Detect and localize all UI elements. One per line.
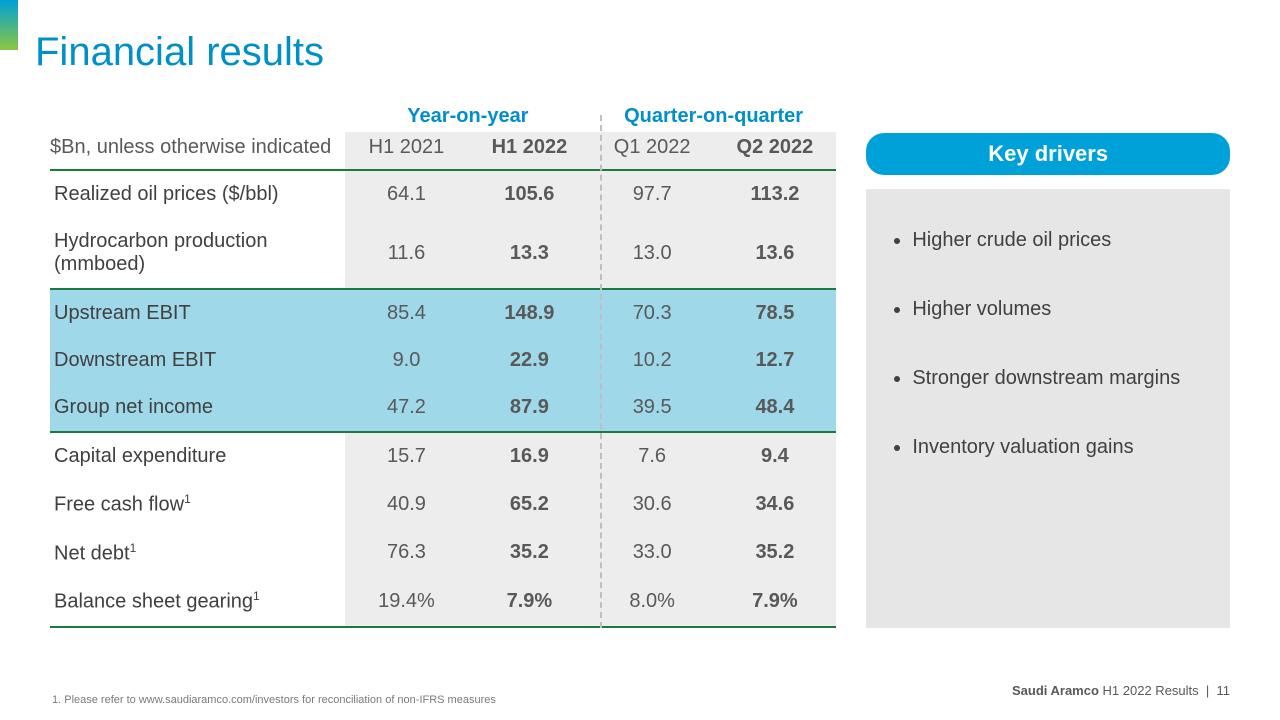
cell-value: 87.9 [468,384,591,432]
footer-period: H1 2022 Results [1103,683,1199,698]
group-header-yoy: Year-on-year [345,105,591,132]
cell-value: 15.7 [345,432,468,480]
cell-value: 47.2 [345,384,468,432]
cell-value: 35.2 [468,529,591,578]
key-driver-item: Stronger downstream margins [912,367,1206,390]
row-label: Free cash flow1 [50,480,345,529]
cell-value: 13.0 [591,218,714,289]
cell-value: 16.9 [468,432,591,480]
cell-value: 13.3 [468,218,591,289]
row-label: Capital expenditure [50,432,345,480]
cell-value: 65.2 [468,480,591,529]
footer-page: 11 [1217,683,1231,698]
table-subtitle: $Bn, unless otherwise indicated [50,132,345,170]
cell-value: 10.2 [591,337,714,384]
cell-value: 11.6 [345,218,468,289]
key-drivers-body: Higher crude oil prices Higher volumes Str… [866,189,1230,628]
cell-value: 13.6 [714,218,837,289]
brand-corner [0,0,18,50]
cell-value: 19.4% [345,577,468,627]
table-row: Downstream EBIT9.022.910.212.7 [50,337,836,384]
cell-value: 12.7 [714,337,837,384]
financial-table-container: Year-on-year Quarter-on-quarter $Bn, unl… [50,105,836,628]
table-row: Capital expenditure15.716.97.69.4 [50,432,836,480]
cell-value: 7.9% [468,577,591,627]
row-label: Realized oil prices ($/bbl) [50,170,345,218]
cell-value: 148.9 [468,289,591,337]
key-drivers-title: Key drivers [866,133,1230,175]
cell-value: 76.3 [345,529,468,578]
table-row: Hydrocarbon production (mmboed)11.613.31… [50,218,836,289]
cell-value: 8.0% [591,577,714,627]
cell-value: 34.6 [714,480,837,529]
row-label: Downstream EBIT [50,337,345,384]
row-label: Hydrocarbon production (mmboed) [50,218,345,289]
cell-value: 64.1 [345,170,468,218]
page-title: Financial results [35,30,1230,75]
cell-value: 30.6 [591,480,714,529]
table-row: Balance sheet gearing119.4%7.9%8.0%7.9% [50,577,836,627]
key-driver-item: Higher volumes [912,298,1206,321]
cell-value: 85.4 [345,289,468,337]
cell-value: 78.5 [714,289,837,337]
col-q2-2022: Q2 2022 [714,132,837,170]
cell-value: 97.7 [591,170,714,218]
col-q1-2022: Q1 2022 [591,132,714,170]
cell-value: 33.0 [591,529,714,578]
row-label: Group net income [50,384,345,432]
cell-value: 113.2 [714,170,837,218]
cell-value: 48.4 [714,384,837,432]
cell-value: 9.0 [345,337,468,384]
footnote: 1. Please refer to www.saudiaramco.com/i… [52,694,496,706]
group-header-qoq: Quarter-on-quarter [591,105,837,132]
cell-value: 105.6 [468,170,591,218]
key-drivers-panel: Key drivers Higher crude oil pricesHighe… [866,133,1230,628]
key-driver-item: Inventory valuation gains [912,436,1206,459]
cell-value: 22.9 [468,337,591,384]
cell-value: 35.2 [714,529,837,578]
table-row: Upstream EBIT85.4148.970.378.5 [50,289,836,337]
table-row: Group net income47.287.939.548.4 [50,384,836,432]
cell-value: 9.4 [714,432,837,480]
column-group-divider [600,115,602,628]
table-row: Realized oil prices ($/bbl)64.1105.697.7… [50,170,836,218]
col-h1-2022: H1 2022 [468,132,591,170]
table-row: Free cash flow140.965.230.634.6 [50,480,836,529]
row-label: Balance sheet gearing1 [50,577,345,627]
table-row: Net debt176.335.233.035.2 [50,529,836,578]
cell-value: 40.9 [345,480,468,529]
cell-value: 70.3 [591,289,714,337]
row-label: Upstream EBIT [50,289,345,337]
cell-value: 7.6 [591,432,714,480]
financial-table: Year-on-year Quarter-on-quarter $Bn, unl… [50,105,836,628]
col-h1-2021: H1 2021 [345,132,468,170]
row-label: Net debt1 [50,529,345,578]
cell-value: 7.9% [714,577,837,627]
cell-value: 39.5 [591,384,714,432]
page-footer: Saudi Aramco H1 2022 Results | 11 [1012,683,1230,698]
footer-company: Saudi Aramco [1012,683,1099,698]
key-driver-item: Higher crude oil prices [912,229,1206,252]
